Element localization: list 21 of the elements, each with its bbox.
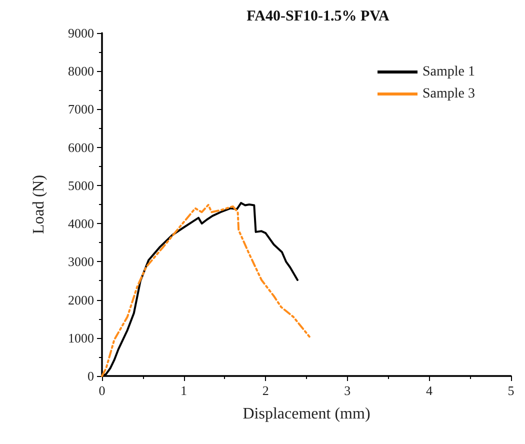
y-axis-title: Load (N) <box>30 174 48 234</box>
y-tick-label: 2000 <box>68 292 94 308</box>
x-tick-label: 3 <box>344 383 351 398</box>
legend-label: Sample 1 <box>422 64 476 80</box>
y-tick-label: 3000 <box>68 254 94 270</box>
y-tick-label: 1000 <box>68 330 94 346</box>
y-tick-label: 7000 <box>68 102 94 117</box>
y-tick-label: 6000 <box>68 140 94 155</box>
x-tick-label: 5 <box>508 383 514 398</box>
y-tick-label: 5000 <box>68 178 94 193</box>
y-tick-label: 9000 <box>68 26 94 40</box>
y-tick-label: 4000 <box>68 216 94 232</box>
x-tick-label: 1 <box>180 383 188 398</box>
chart-title: FA40-SF10-1.5% PVA <box>246 8 390 24</box>
legend-label: Sample 3 <box>422 86 476 102</box>
x-tick-label: 4 <box>426 383 433 398</box>
x-tick-label: 2 <box>262 383 269 398</box>
y-tick-label: 8000 <box>68 64 94 79</box>
x-axis-title: Displacement (mm) <box>242 406 370 422</box>
y-tick-label: 0 <box>88 368 94 384</box>
x-tick-label: 0 <box>98 383 106 398</box>
